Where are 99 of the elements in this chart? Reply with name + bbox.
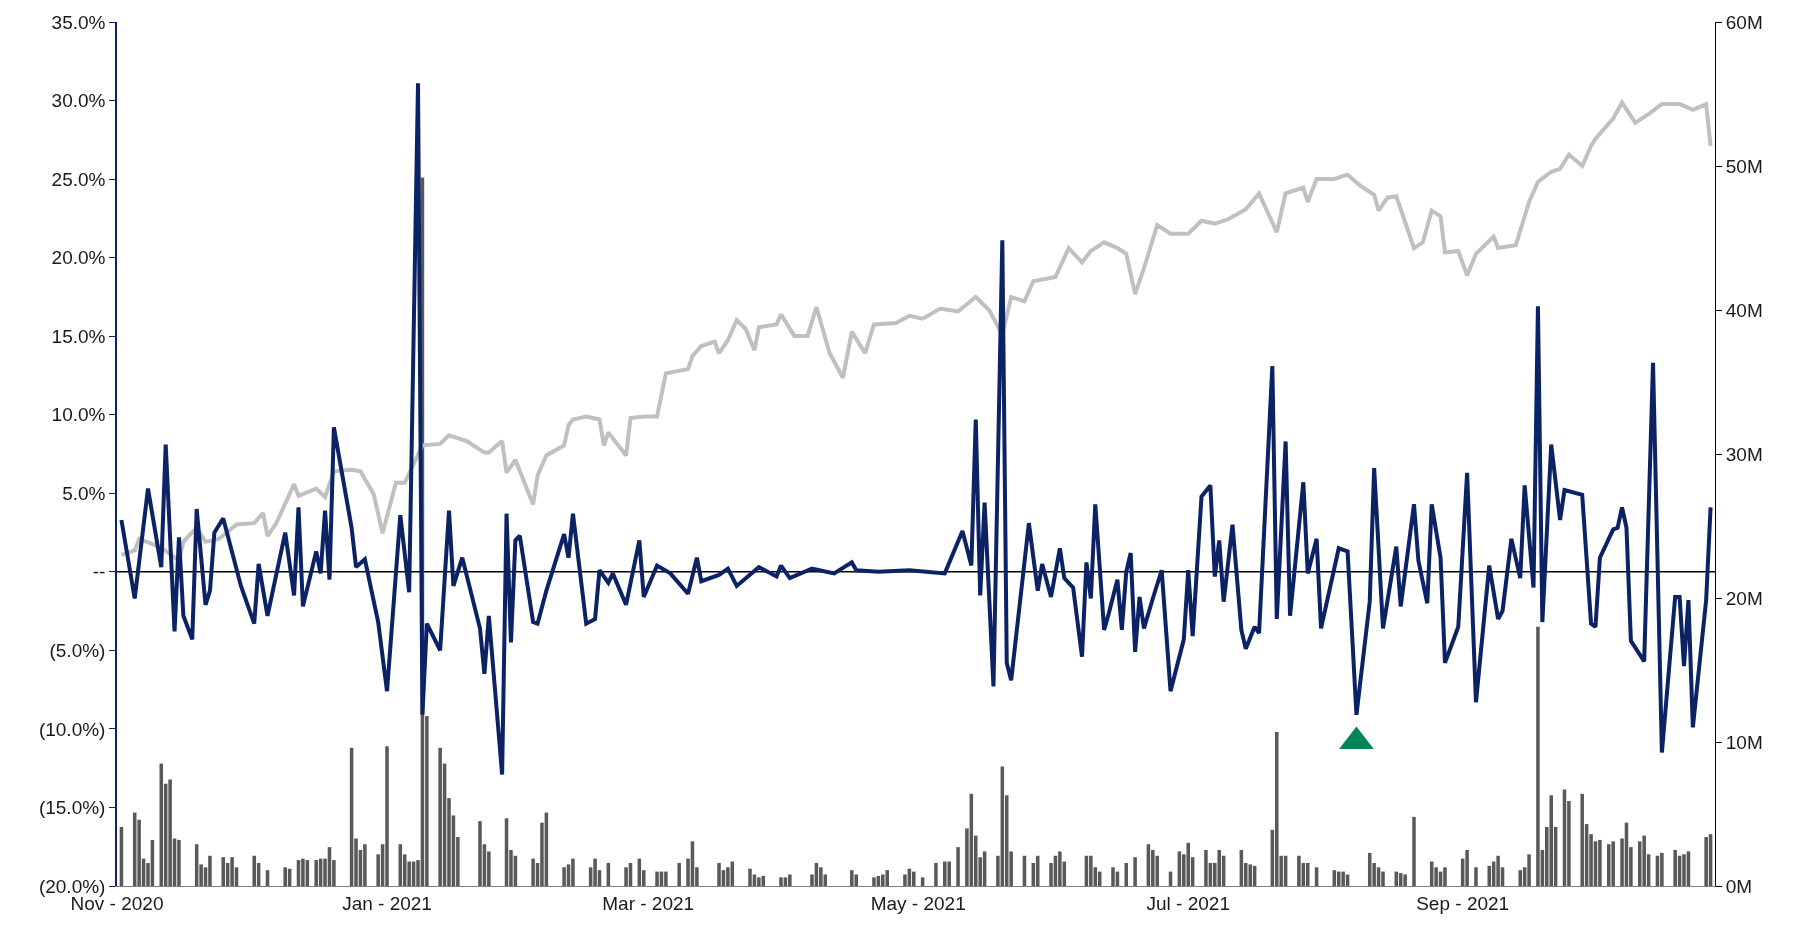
y2-tick-label: 40M (1725, 299, 1763, 321)
bar (1474, 867, 1478, 886)
bar (717, 862, 721, 886)
bar (1536, 626, 1540, 886)
bar (1527, 854, 1531, 886)
y2-tick-label: 60M (1725, 11, 1763, 33)
x-tick-label: Mar - 2021 (602, 892, 695, 914)
bar (438, 747, 442, 886)
bar (854, 874, 859, 886)
bar (301, 858, 305, 886)
bar (1035, 855, 1040, 886)
bar (208, 855, 212, 886)
x-tick-label: Jan - 2021 (342, 892, 432, 914)
line-series (119, 100, 1713, 563)
bar (1204, 850, 1208, 886)
y2-tick-label: 20M (1725, 587, 1763, 609)
x-tick-label: May - 2021 (870, 892, 966, 914)
bar (1598, 839, 1602, 886)
bar (385, 746, 389, 886)
bar (1606, 844, 1611, 886)
bar (314, 860, 318, 886)
bar (1248, 864, 1252, 886)
bar (1549, 795, 1553, 886)
bar (1487, 865, 1492, 886)
x-tick-label: Jul - 2021 (1146, 892, 1230, 914)
bar (1381, 871, 1385, 886)
bar (562, 867, 566, 886)
bar (1611, 841, 1615, 886)
bar (1660, 852, 1664, 886)
bar (1341, 871, 1345, 886)
y-tick-label: 30.0% (51, 90, 106, 112)
bar (677, 862, 681, 886)
bar (1642, 835, 1646, 886)
y-tick-label: 20.0% (51, 247, 106, 269)
bar (934, 862, 938, 886)
bar (819, 867, 823, 886)
bar (664, 871, 668, 886)
bar (1336, 871, 1341, 886)
bar (283, 867, 287, 886)
bar (1186, 842, 1191, 886)
bar (748, 868, 752, 886)
bar (531, 858, 535, 886)
bar (885, 870, 889, 886)
y-tick-label: 10.0% (51, 404, 106, 426)
bar (1217, 850, 1221, 886)
y-tick-label: (5.0%) (49, 640, 106, 662)
bar (881, 874, 885, 886)
x-tick-label: Sep - 2021 (1416, 892, 1510, 914)
bar (1580, 793, 1584, 886)
y-tick-label: -- (92, 561, 106, 583)
bar (1089, 855, 1093, 886)
bar (1297, 855, 1301, 886)
bar (1305, 862, 1310, 886)
bar (593, 858, 597, 886)
bar (1704, 837, 1708, 886)
y2-tick-label: 30M (1725, 443, 1763, 465)
bar (1443, 867, 1447, 886)
bar (478, 821, 482, 886)
y2-tick-label: 10M (1725, 731, 1763, 753)
bar (1465, 850, 1469, 886)
y2-tick-label: 0M (1725, 875, 1753, 897)
bar (943, 861, 947, 886)
bar (1124, 862, 1129, 886)
bar (1412, 816, 1416, 886)
bar (956, 847, 960, 886)
y2-tick-label: 50M (1725, 155, 1763, 177)
line-series (119, 81, 1713, 777)
bar (912, 871, 916, 886)
bar (1111, 867, 1115, 886)
bar (1518, 870, 1522, 886)
y-tick-label: 15.0% (51, 325, 106, 347)
bar (571, 858, 575, 886)
bar (221, 857, 226, 886)
bar (1058, 851, 1062, 886)
bar (1673, 850, 1677, 886)
bar (363, 844, 367, 886)
bar (252, 855, 256, 886)
bar (1682, 854, 1686, 886)
bar (1496, 855, 1500, 886)
bar (850, 870, 854, 886)
bar (872, 877, 876, 886)
bar (624, 867, 628, 886)
bar (168, 779, 172, 886)
y-tick-label: (10.0%) (38, 718, 106, 740)
bar (1133, 857, 1137, 886)
bar (177, 839, 181, 886)
bar (757, 877, 761, 886)
y-tick-label: 25.0% (51, 168, 106, 190)
bar (1275, 731, 1279, 886)
bar (655, 871, 659, 886)
bar (788, 874, 792, 886)
bar (1367, 852, 1372, 886)
y-tick-label: (15.0%) (38, 797, 106, 819)
y-tick-label: 5.0% (62, 482, 106, 504)
bar (947, 861, 951, 886)
bar (779, 877, 783, 886)
bar (1403, 874, 1407, 886)
bar (230, 857, 234, 886)
y-tick-label: 35.0% (51, 11, 106, 33)
